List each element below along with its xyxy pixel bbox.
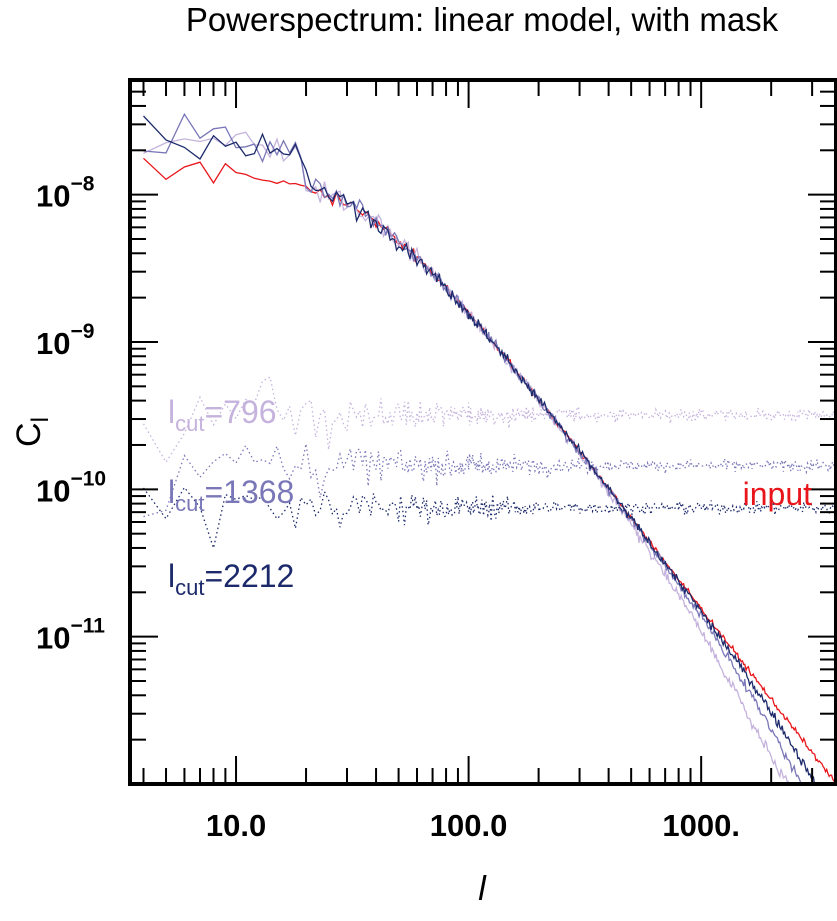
annotation-lcut=2212: lcut=2212 (168, 558, 294, 600)
series-annotations: input lcut=796 lcut=1368 lcut=2212 (168, 394, 812, 600)
chart-title: Powerspectrum: linear model, with mask (186, 1, 779, 38)
plot-frame (128, 78, 837, 786)
x-tick-label: 100.0 (430, 808, 508, 843)
y-tick-label: 10−9 (36, 320, 94, 361)
x-tick-labels: 10.0 100.0 1000. (206, 808, 740, 843)
series-floor-lcut=1368 (143, 443, 836, 518)
annotation-lcut=796: lcut=796 (168, 394, 277, 436)
y-axis-label: Cl (10, 417, 54, 447)
y-tick-label: 10−11 (36, 615, 105, 656)
x-axis-label: l (478, 870, 487, 908)
x-tick-label: 10.0 (206, 808, 266, 843)
series-line-input (143, 157, 836, 783)
annotation-input: input (743, 476, 813, 512)
y-tick-label: 10−8 (36, 173, 95, 214)
annotation-lcut=1368: lcut=1368 (168, 474, 294, 516)
y-tick-labels: 10−8 10−9 10−10 10−11 (36, 173, 106, 656)
svg-text:Cl: Cl (10, 417, 54, 447)
series-line-lcut=2212 (143, 115, 816, 784)
series-layer (142, 112, 836, 784)
y-tick-label: 10−10 (36, 467, 106, 508)
ticks-layer (130, 80, 836, 785)
x-tick-label: 1000. (662, 808, 740, 843)
